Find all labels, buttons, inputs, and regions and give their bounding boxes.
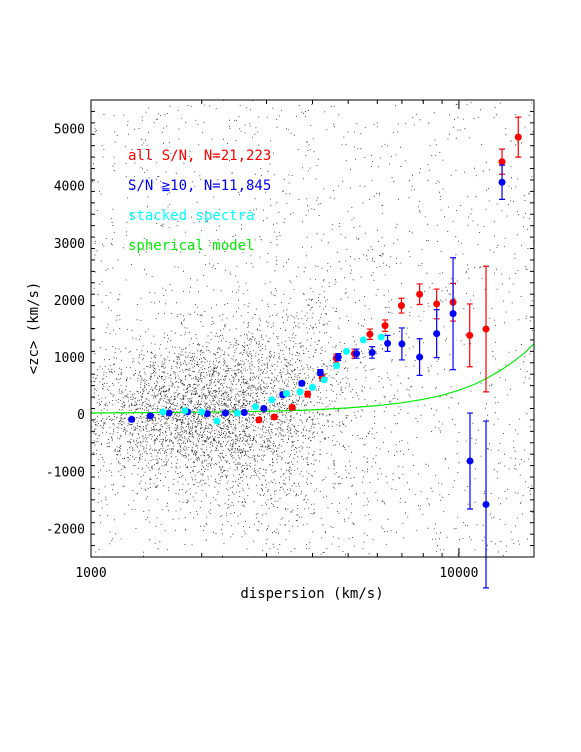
data-point bbox=[359, 336, 367, 344]
data-point bbox=[498, 178, 506, 186]
data-point bbox=[260, 404, 268, 412]
y-tick-label: -1000 bbox=[46, 465, 85, 480]
data-point bbox=[381, 322, 389, 330]
x-axis-label: dispersion (km/s) bbox=[240, 586, 383, 602]
data-point bbox=[368, 348, 376, 356]
data-point bbox=[296, 388, 304, 396]
data-point bbox=[416, 290, 424, 298]
data-point bbox=[270, 413, 278, 421]
data-point bbox=[165, 409, 173, 417]
data-point bbox=[377, 333, 385, 341]
data-point bbox=[213, 417, 221, 425]
data-point bbox=[288, 403, 296, 411]
data-point bbox=[320, 376, 328, 384]
data-point bbox=[334, 353, 342, 361]
data-point bbox=[233, 409, 241, 417]
data-point bbox=[128, 415, 136, 423]
background-scatter-cloud bbox=[91, 100, 535, 558]
y-tick-label: 2000 bbox=[54, 294, 85, 309]
background-points bbox=[91, 100, 535, 558]
data-point bbox=[304, 390, 312, 398]
legend-entry: all S/N, N=21,223 bbox=[128, 148, 271, 164]
data-point bbox=[384, 339, 392, 347]
data-point bbox=[146, 412, 154, 420]
y-tick-label: 1000 bbox=[54, 351, 85, 366]
series-2 bbox=[159, 333, 385, 425]
y-tick-label: -2000 bbox=[46, 522, 85, 537]
data-point bbox=[221, 409, 229, 417]
data-point bbox=[333, 362, 341, 370]
data-point bbox=[198, 408, 206, 416]
data-point bbox=[316, 368, 324, 376]
series-layer bbox=[128, 116, 522, 589]
series-1 bbox=[128, 164, 506, 589]
y-tick-label: 0 bbox=[77, 408, 85, 423]
data-point bbox=[240, 408, 248, 416]
data-point bbox=[482, 500, 490, 508]
data-point bbox=[283, 390, 291, 398]
data-point bbox=[449, 310, 457, 318]
data-point bbox=[466, 331, 474, 339]
legend-entry: S/N ≧10, N=11,845 bbox=[128, 178, 271, 194]
data-point bbox=[252, 403, 260, 411]
data-point bbox=[298, 379, 306, 387]
data-point bbox=[398, 340, 406, 348]
data-point bbox=[203, 410, 211, 418]
y-tick-label: 3000 bbox=[54, 237, 85, 252]
data-point bbox=[482, 325, 490, 333]
data-point bbox=[397, 302, 405, 310]
data-point bbox=[514, 133, 522, 141]
data-point bbox=[309, 383, 316, 391]
legend: all S/N, N=21,223 S/N ≧10, N=11,845 stacke… bbox=[128, 148, 271, 254]
data-point bbox=[433, 330, 441, 338]
x-tick-label: 1000 bbox=[75, 566, 106, 581]
data-point bbox=[416, 353, 424, 361]
y-tick-label: 5000 bbox=[54, 123, 85, 138]
data-point bbox=[159, 408, 167, 416]
x-tick-label: 10000 bbox=[439, 566, 478, 581]
data-point bbox=[255, 416, 263, 424]
data-point bbox=[343, 347, 351, 355]
model-layer bbox=[90, 343, 535, 414]
data-point bbox=[498, 158, 506, 166]
data-point bbox=[466, 457, 474, 465]
data-point bbox=[433, 300, 441, 308]
model-curve-line bbox=[90, 343, 535, 414]
y-axis-label: <zc> (km/s) bbox=[26, 282, 42, 375]
y-tick-label: 4000 bbox=[54, 180, 85, 195]
data-point bbox=[366, 330, 374, 338]
data-point bbox=[181, 407, 189, 415]
data-point bbox=[353, 350, 361, 358]
axis-ticks: -2000 -1000 0 1000 2000 3000 4000 5000 1000 10000 bbox=[46, 99, 534, 581]
data-point bbox=[268, 396, 276, 404]
legend-entry: stacked spectra bbox=[128, 208, 254, 224]
legend-entry: spherical model bbox=[128, 238, 254, 254]
